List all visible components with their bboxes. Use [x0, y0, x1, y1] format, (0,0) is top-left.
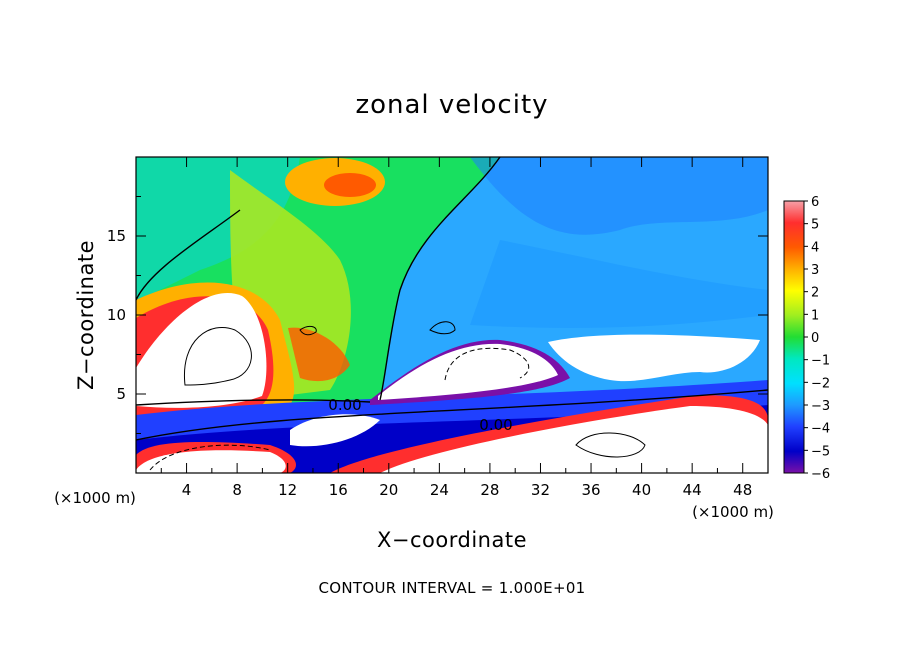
- x-tick-label: 8: [232, 481, 242, 499]
- x-tick-label: 4: [182, 481, 192, 499]
- x-tick-label: 48: [733, 481, 752, 499]
- velocity-field: [136, 157, 768, 473]
- chart-title: zonal velocity: [355, 90, 548, 120]
- colorbar-tick-label: −6: [811, 467, 830, 482]
- x-tick-label: 36: [581, 481, 600, 499]
- colorbar-tick-label: −2: [811, 376, 830, 391]
- colorbar-tick-label: 6: [811, 195, 819, 210]
- x-tick-label: 44: [683, 481, 702, 499]
- x-tick-label: 32: [531, 481, 550, 499]
- contour-label: 0.00: [328, 396, 361, 414]
- x-axis-unit: (×1000 m): [692, 503, 774, 521]
- colorbar: [783, 200, 805, 474]
- contour-interval-note: CONTOUR INTERVAL = 1.000E+01: [318, 579, 585, 597]
- colorbar-ticks: 6 5 4 3 2 1 0 −1 −2 −3 −4 −5 −6: [804, 195, 830, 482]
- x-axis-label: X−coordinate: [377, 528, 527, 552]
- x-tick-label: 40: [632, 481, 651, 499]
- y-axis-unit: (×1000 m): [54, 489, 136, 507]
- x-tick-label: 16: [329, 481, 348, 499]
- x-tick-label: 20: [379, 481, 398, 499]
- colorbar-tick-label: 3: [811, 263, 819, 278]
- colorbar-tick-label: 0: [811, 331, 819, 346]
- colorbar-tick-label: 1: [811, 308, 819, 323]
- y-tick-label: 5: [116, 385, 126, 403]
- x-tick-label: 24: [430, 481, 449, 499]
- colorbar-tick-label: 5: [811, 218, 819, 233]
- colorbar-tick-label: 4: [811, 240, 819, 255]
- y-axis-label: Z−coordinate: [74, 240, 98, 390]
- colorbar-tick-label: −1: [811, 354, 830, 369]
- x-tick-label: 28: [480, 481, 499, 499]
- y-tick-label: 10: [107, 306, 126, 324]
- x-axis-ticks: 4 8 12 16 20 24 28 32 36 40 44 48: [160, 157, 752, 499]
- colorbar-tick-label: −4: [811, 422, 830, 437]
- y-axis-ticks: 5 10 15: [107, 196, 768, 434]
- colorbar-tick-label: −3: [811, 399, 830, 414]
- colorbar-tick-label: 2: [811, 286, 819, 301]
- y-tick-label: 15: [107, 227, 126, 245]
- contour-label: 0.00: [479, 416, 512, 434]
- colorbar-tick-label: −5: [811, 444, 830, 459]
- x-tick-label: 12: [278, 481, 297, 499]
